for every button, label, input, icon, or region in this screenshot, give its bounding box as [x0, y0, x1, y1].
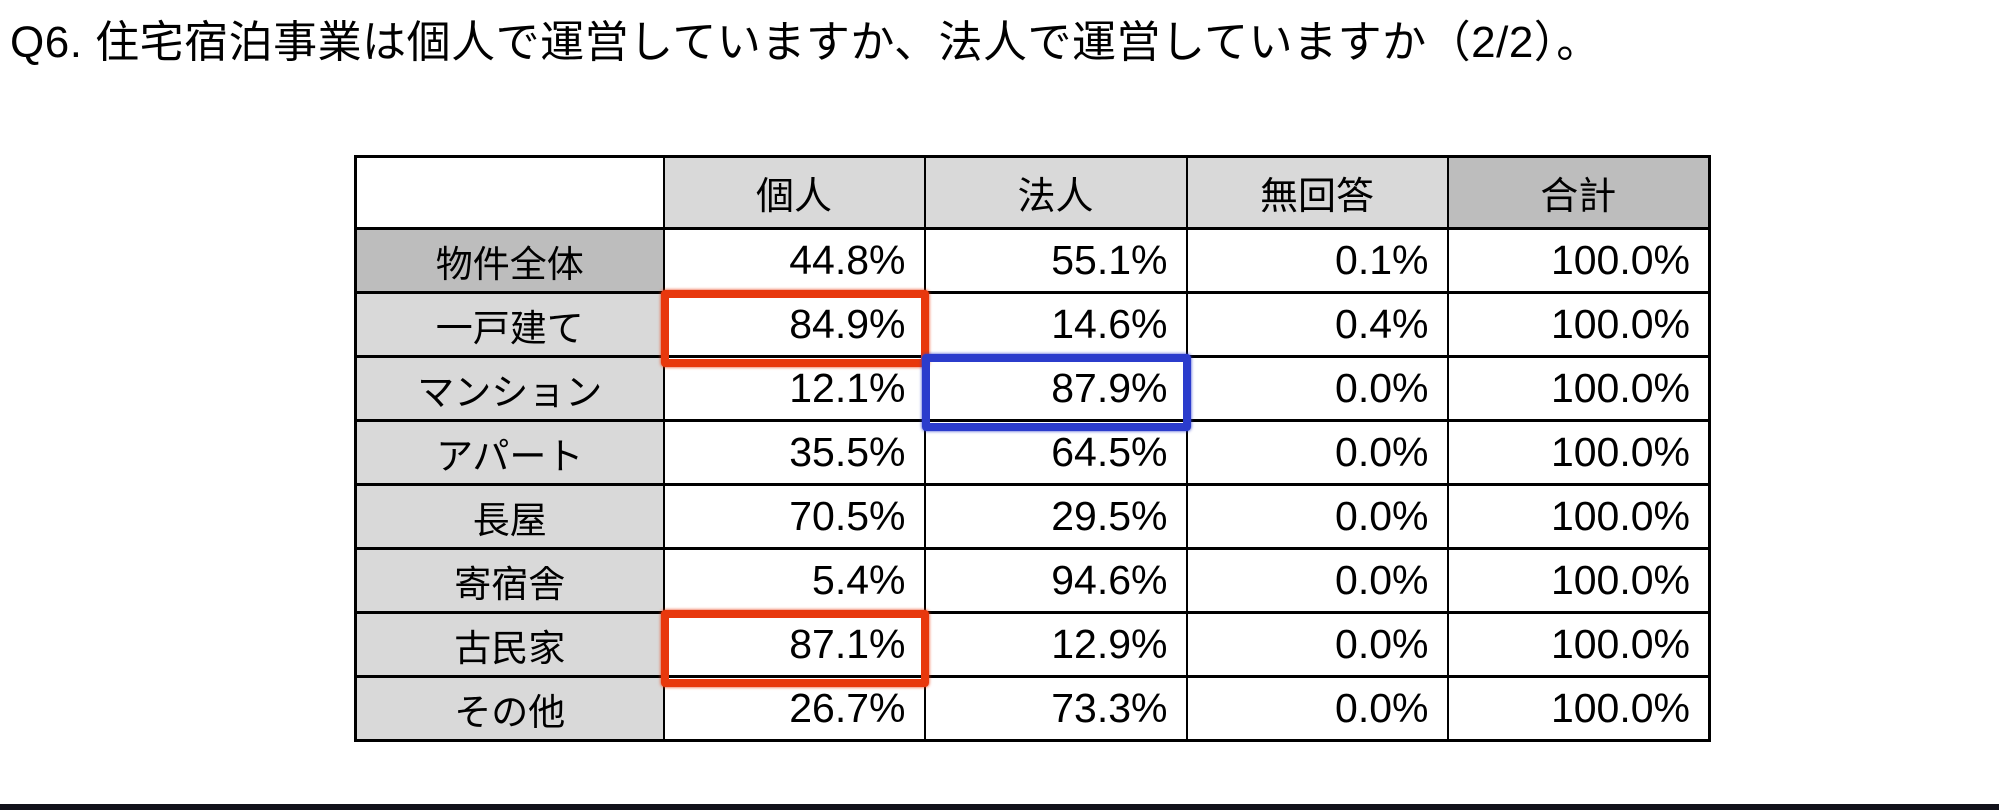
value-cell: 100.0% — [1446, 675, 1711, 742]
question-title: Q6. 住宅宿泊事業は個人で運営していますか、法人で運営していますか（2/2）。 — [10, 18, 1601, 67]
value-cell: 100.0% — [1446, 291, 1711, 358]
table-row: 長屋 70.5% 29.5% 0.0% 100.0% — [354, 483, 1711, 550]
value-cell: 100.0% — [1446, 227, 1711, 294]
table-body: 物件全体 44.8% 55.1% 0.1% 100.0% 一戸建て 84.9% 14.6% 0.… — [354, 227, 1711, 742]
row-header: 寄宿舎 — [354, 547, 665, 614]
survey-table: 個人 法人 無回答 合計 物件全体 44.8% 55.1% 0.1% 100.0% 一戸建て 84… — [354, 155, 1711, 742]
value-cell: 0.4% — [1185, 291, 1449, 358]
value-cell: 100.0% — [1446, 419, 1711, 486]
value-cell: 87.1% — [660, 610, 929, 687]
table-row: アパート 35.5% 64.5% 0.0% 100.0% — [354, 419, 1711, 486]
table-row: 一戸建て 84.9% 14.6% 0.4% 100.0% — [354, 290, 1711, 367]
value-cell: 84.9% — [660, 290, 929, 367]
corner-cell — [354, 155, 665, 230]
table-row: 古民家 87.1% 12.9% 0.0% 100.0% — [354, 610, 1711, 687]
footer-divider-bar — [0, 804, 1999, 810]
value-cell: 100.0% — [1446, 483, 1711, 550]
column-header: 個人 — [662, 155, 926, 230]
value-cell: 64.5% — [923, 419, 1188, 486]
column-header: 法人 — [923, 155, 1188, 230]
row-header: 古民家 — [354, 611, 665, 678]
value-cell: 70.5% — [662, 483, 926, 550]
value-cell: 0.1% — [1185, 227, 1449, 294]
table-row: マンション 12.1% 87.9% 0.0% 100.0% — [354, 354, 1711, 431]
table-row: 寄宿舎 5.4% 94.6% 0.0% 100.0% — [354, 547, 1711, 614]
value-cell: 12.9% — [923, 611, 1188, 678]
value-cell: 55.1% — [923, 227, 1188, 294]
value-cell: 14.6% — [923, 291, 1188, 358]
value-cell: 0.0% — [1185, 483, 1449, 550]
row-header: マンション — [354, 355, 665, 422]
row-header: 一戸建て — [354, 291, 665, 358]
value-cell: 0.0% — [1185, 547, 1449, 614]
table-header-row: 個人 法人 無回答 合計 — [354, 155, 1711, 230]
value-cell: 29.5% — [923, 483, 1188, 550]
value-cell: 35.5% — [662, 419, 926, 486]
value-cell: 0.0% — [1185, 419, 1449, 486]
row-header: 物件全体 — [354, 227, 665, 294]
value-cell: 100.0% — [1446, 611, 1711, 678]
value-cell: 0.0% — [1185, 675, 1449, 742]
value-cell: 94.6% — [923, 547, 1188, 614]
value-cell: 5.4% — [662, 547, 926, 614]
highlight-box-blue — [921, 354, 1191, 431]
row-header: 長屋 — [354, 483, 665, 550]
table-row: 物件全体 44.8% 55.1% 0.1% 100.0% — [354, 227, 1711, 294]
value-cell: 44.8% — [662, 227, 926, 294]
table-row: その他 26.7% 73.3% 0.0% 100.0% — [354, 675, 1711, 742]
value-cell: 87.9% — [921, 354, 1191, 431]
value-cell: 73.3% — [923, 675, 1188, 742]
column-header: 無回答 — [1185, 155, 1449, 230]
value-cell: 100.0% — [1446, 355, 1711, 422]
highlight-box-red — [660, 290, 929, 367]
value-cell: 100.0% — [1446, 547, 1711, 614]
value-cell: 0.0% — [1185, 611, 1449, 678]
value-cell: 12.1% — [662, 355, 926, 422]
highlight-box-red — [660, 610, 929, 687]
value-cell: 26.7% — [662, 675, 926, 742]
column-header: 合計 — [1446, 155, 1711, 230]
value-cell: 0.0% — [1185, 355, 1449, 422]
row-header: アパート — [354, 419, 665, 486]
row-header: その他 — [354, 675, 665, 742]
